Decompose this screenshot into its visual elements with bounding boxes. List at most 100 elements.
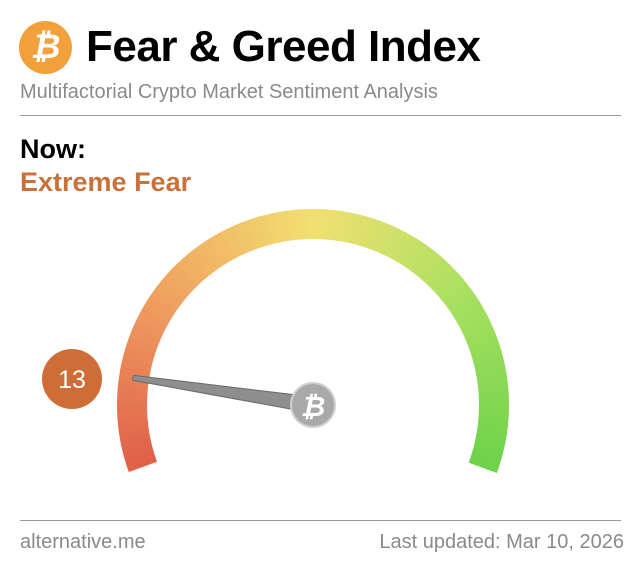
gauge-arc-segment bbox=[227, 225, 247, 256]
gauge-arc-segment bbox=[478, 398, 509, 407]
gauge-arc-segment bbox=[124, 449, 156, 466]
gauge-arc-segment bbox=[358, 216, 375, 248]
gauge-arc-segment bbox=[176, 258, 203, 286]
gauge-arc-segment bbox=[468, 337, 500, 355]
gauge-arc-segment bbox=[364, 218, 381, 250]
gauge-arc-segment bbox=[203, 238, 226, 268]
gauge-arc-segment bbox=[475, 433, 507, 447]
bitcoin-logo-icon: ₿ bbox=[19, 21, 72, 74]
gauge-arc-segment bbox=[136, 312, 167, 333]
gauge-arc-segment bbox=[424, 259, 450, 287]
gauge-arc-segment bbox=[473, 439, 505, 454]
needle-hub bbox=[290, 382, 336, 428]
gauge-arc-segment bbox=[162, 273, 191, 299]
gauge-arc-segment bbox=[478, 405, 509, 413]
gauge-value: 13 bbox=[58, 366, 86, 394]
gauge-arc-segment bbox=[117, 409, 148, 419]
gauge-arc-segment bbox=[122, 349, 154, 365]
gauge-arc-segment bbox=[450, 295, 480, 318]
gauge-arc-segment bbox=[119, 363, 151, 377]
gauge-arc-segment bbox=[265, 213, 280, 244]
gauge-arc-segment bbox=[192, 245, 217, 275]
gauge-arc-segment bbox=[470, 450, 502, 467]
gauge-arc-segment bbox=[432, 268, 460, 295]
last-updated: Last updated: Mar 10, 2026 bbox=[379, 531, 624, 553]
gauge-arc-segment bbox=[472, 445, 504, 461]
gauge-arc-segment bbox=[385, 228, 406, 259]
gauge-arc-segment bbox=[410, 246, 435, 275]
gauge-arc-segment bbox=[472, 350, 504, 366]
gauge-arc-segment bbox=[299, 209, 309, 240]
gauge-arc-segment bbox=[336, 210, 349, 242]
gauge-arc bbox=[117, 209, 509, 473]
gauge-arc-segment bbox=[468, 456, 500, 473]
gauge-arc-segment bbox=[233, 222, 252, 254]
gauge-arc-segment bbox=[464, 325, 496, 344]
gauge-arc-segment bbox=[477, 422, 508, 434]
gauge-arc-segment bbox=[117, 397, 148, 405]
gauge-arc-segment bbox=[330, 210, 342, 241]
gauge-arc-segment bbox=[292, 209, 303, 240]
gauge-arc-segment bbox=[436, 273, 464, 299]
gauge-arc-segment bbox=[415, 250, 440, 279]
gauge-arc-segment bbox=[215, 231, 236, 262]
gauge-arc-segment bbox=[245, 218, 263, 250]
gauge-arc-segment bbox=[474, 357, 505, 372]
gauge-arc-segment bbox=[126, 455, 158, 473]
page-subtitle: Multifactorial Crypto Market Sentiment A… bbox=[20, 81, 438, 103]
gauge-arc-segment bbox=[396, 235, 418, 265]
gauge-arc-segment bbox=[380, 225, 400, 257]
gauge-arc-segment bbox=[443, 284, 473, 309]
gauge-arc-segment bbox=[456, 307, 487, 328]
gauge-arc-segment bbox=[306, 209, 315, 240]
gauge-arc-segment bbox=[390, 231, 412, 262]
gauge-arc-segment bbox=[131, 324, 162, 343]
gauge-arc-segment bbox=[466, 331, 498, 350]
gauge-arc-segment bbox=[459, 312, 490, 334]
gauge-arc-segment bbox=[146, 294, 176, 318]
gauge-arc-segment bbox=[126, 337, 158, 354]
gauge-arc-segment bbox=[181, 254, 207, 282]
gauge-arc-segment bbox=[122, 444, 154, 460]
gauge-arc-segment bbox=[119, 432, 151, 446]
gauge-arc-segment bbox=[117, 415, 148, 426]
gauge-arc-segment bbox=[341, 211, 355, 243]
gauge-arc-segment bbox=[313, 209, 321, 240]
gauge-arc-segment bbox=[121, 438, 152, 453]
bitcoin-icon: ₿ bbox=[301, 391, 326, 422]
gauge-arc-segment bbox=[347, 213, 362, 245]
source-link[interactable]: alternative.me bbox=[20, 531, 146, 553]
gauge-arc-segment bbox=[118, 427, 150, 440]
gauge-arc-segment bbox=[447, 289, 477, 313]
gauge-arc-segment bbox=[405, 242, 430, 272]
gauge-arc-segment bbox=[258, 214, 274, 246]
gauge-arc-segment bbox=[419, 254, 445, 283]
gauge-arc-segment bbox=[400, 238, 424, 268]
gauge-arc-segment bbox=[353, 214, 369, 246]
gauge-arc-segment bbox=[239, 220, 258, 252]
gauge-arc-segment bbox=[476, 370, 508, 383]
gauge-arc-segment bbox=[150, 288, 180, 313]
gauge-arc-segment bbox=[475, 364, 507, 378]
now-label: Now: bbox=[20, 134, 86, 164]
gauge-arc-segment bbox=[158, 278, 187, 303]
gauge-arc-segment bbox=[478, 391, 509, 401]
gauge-arc-segment bbox=[272, 211, 286, 243]
gauge-arc-segment bbox=[470, 344, 502, 361]
gauge-arc-segment bbox=[369, 220, 388, 252]
gauge-arc-segment bbox=[209, 234, 231, 265]
gauge-arc-segment bbox=[476, 428, 508, 441]
gauge-arc-segment bbox=[220, 228, 242, 259]
footer-divider bbox=[20, 520, 621, 521]
gauge-arc-segment bbox=[278, 210, 291, 242]
gauge-arc-segment bbox=[252, 216, 269, 248]
gauge-arc-segment bbox=[375, 223, 394, 254]
gauge-arc-segment bbox=[478, 384, 509, 395]
gauge-needle bbox=[132, 374, 315, 414]
gauge-arc-segment bbox=[428, 264, 455, 291]
gauge-arc-segment bbox=[133, 318, 165, 338]
gauge-arc-segment bbox=[462, 319, 493, 339]
gauge-arc-segment bbox=[453, 301, 484, 323]
classification-label: Extreme Fear bbox=[20, 167, 192, 197]
